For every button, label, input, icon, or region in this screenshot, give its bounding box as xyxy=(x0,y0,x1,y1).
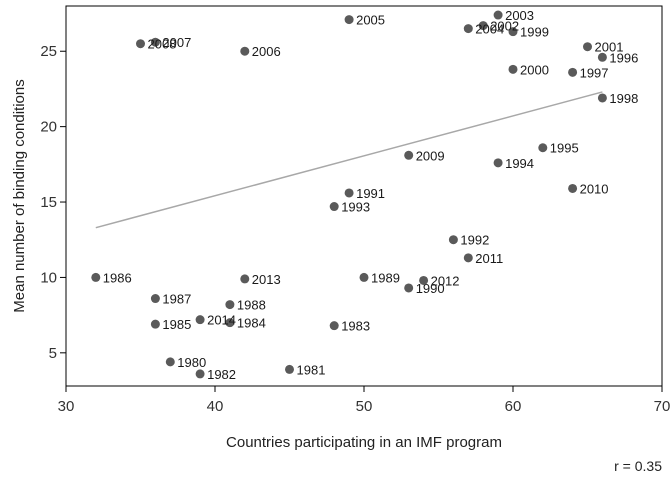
fit-line-group xyxy=(95,91,603,229)
data-point-label: 2010 xyxy=(580,181,609,196)
data-point-label: 1997 xyxy=(580,65,609,80)
data-point xyxy=(538,143,548,153)
data-point-label: 2009 xyxy=(416,148,445,163)
data-point-label: 2005 xyxy=(356,13,385,28)
y-axis: 5 10 15 20 25 xyxy=(40,43,66,362)
data-point xyxy=(329,202,339,212)
data-point xyxy=(493,158,503,168)
data-point xyxy=(359,272,369,282)
data-point-label: 1995 xyxy=(550,141,579,156)
data-point-label: 1988 xyxy=(237,298,266,313)
y-tick-label: 10 xyxy=(40,269,57,286)
data-point-label: 2002 xyxy=(490,19,519,34)
data-point-label: 2006 xyxy=(252,44,281,59)
data-point xyxy=(597,93,607,103)
data-point xyxy=(240,46,250,56)
data-point-label: 1985 xyxy=(162,317,191,332)
data-point xyxy=(493,10,503,20)
correlation-label: r = 0.35 xyxy=(614,458,662,474)
data-point xyxy=(195,315,205,325)
x-axis-title: Countries participating in an IMF progra… xyxy=(226,434,502,451)
data-point xyxy=(136,39,145,49)
data-point-label: 2000 xyxy=(520,62,549,77)
y-tick-label: 5 xyxy=(49,345,57,362)
data-point xyxy=(404,150,414,160)
data-point-label: 1992 xyxy=(460,233,489,248)
data-point-label: 1987 xyxy=(162,292,191,307)
data-point-label: 2011 xyxy=(475,251,503,266)
x-tick-label: 60 xyxy=(505,398,522,415)
y-axis-title: Mean number of binding conditions xyxy=(11,79,28,312)
x-axis: 30 40 50 60 70 xyxy=(58,386,670,415)
data-point-label: 1998 xyxy=(609,91,638,106)
data-point xyxy=(344,15,354,25)
data-point xyxy=(150,37,160,47)
data-point-label: 1991 xyxy=(356,186,385,201)
data-point xyxy=(478,21,488,31)
data-point xyxy=(150,294,160,304)
data-point xyxy=(419,275,429,285)
data-point xyxy=(597,52,607,62)
data-point-label: 1983 xyxy=(341,319,370,334)
data-point-label: 1981 xyxy=(297,362,326,377)
data-point xyxy=(344,188,354,198)
x-tick-label: 70 xyxy=(654,398,670,415)
data-point-label: 2003 xyxy=(505,8,534,23)
data-point xyxy=(583,42,592,52)
data-point-label: 1982 xyxy=(207,367,236,382)
plot-area xyxy=(65,5,663,387)
data-point xyxy=(225,300,235,310)
y-tick-label: 20 xyxy=(40,119,57,136)
data-point xyxy=(508,27,518,37)
data-point-label: 1994 xyxy=(505,156,534,171)
data-point-label: 1996 xyxy=(609,50,638,65)
data-point xyxy=(568,67,578,77)
y-tick-label: 25 xyxy=(40,43,57,60)
data-point-label: 2008 xyxy=(148,37,177,52)
data-point-label: 1993 xyxy=(341,200,370,215)
y-tick-label: 15 xyxy=(40,194,57,211)
data-point xyxy=(568,183,578,193)
fit-line xyxy=(95,91,603,229)
data-point-label: 2012 xyxy=(431,273,460,288)
data-point-label: 2007 xyxy=(162,35,191,50)
data-points: 1980 1981 1982 1983 1984 1985 1986 1987 1988 1989… xyxy=(91,8,638,382)
x-tick-label: 40 xyxy=(207,398,224,415)
data-point-label: 2001 xyxy=(595,40,624,55)
data-point xyxy=(285,364,294,374)
data-point xyxy=(91,272,101,282)
data-point xyxy=(448,235,458,245)
x-tick-label: 30 xyxy=(58,398,75,415)
data-point-label: 1980 xyxy=(177,355,206,370)
data-point xyxy=(463,24,473,34)
data-point-label: 1986 xyxy=(103,270,132,285)
data-point xyxy=(195,369,205,379)
data-point-label: 2014 xyxy=(207,313,236,328)
data-point xyxy=(225,318,235,328)
x-tick-label: 50 xyxy=(356,398,373,415)
data-point xyxy=(240,274,250,284)
data-point xyxy=(165,357,175,367)
data-point xyxy=(404,283,414,293)
data-point xyxy=(329,321,339,331)
data-point-label: 2004 xyxy=(475,22,504,37)
data-point-label: 1999 xyxy=(520,25,549,40)
data-point-label: 1984 xyxy=(237,316,266,331)
data-point-label: 1989 xyxy=(371,270,400,285)
data-point xyxy=(150,319,160,329)
data-point xyxy=(508,64,518,74)
data-point xyxy=(463,253,473,263)
data-point-label: 2013 xyxy=(252,272,281,287)
